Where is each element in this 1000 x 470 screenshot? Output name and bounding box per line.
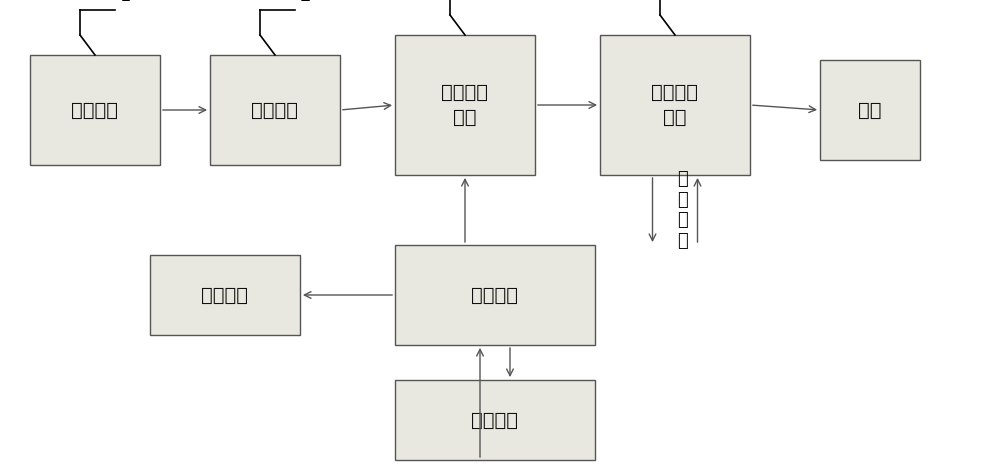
Bar [150,255,300,335]
Text: 储能模块: 储能模块 [472,410,518,430]
Bar [395,35,535,175]
Text: 线圈模块: 线圈模块 [72,101,119,119]
Bar [30,55,160,165]
Bar [820,60,920,160]
Bar [395,245,595,345]
Text: 报警模块: 报警模块 [202,285,248,305]
Text: 过流保护
模块: 过流保护 模块 [442,83,488,127]
Text: 电
压
信
号: 电 压 信 号 [678,170,688,250]
Bar [210,55,340,165]
Bar [395,380,595,460]
Bar [600,35,750,175]
Text: 负载: 负载 [858,101,882,119]
Text: 控制模块: 控制模块 [472,285,518,305]
Text: 1: 1 [120,0,131,5]
Text: 双路输出
模块: 双路输出 模块 [652,83,698,127]
Text: 2: 2 [300,0,312,5]
Text: 整流模块: 整流模块 [252,101,298,119]
